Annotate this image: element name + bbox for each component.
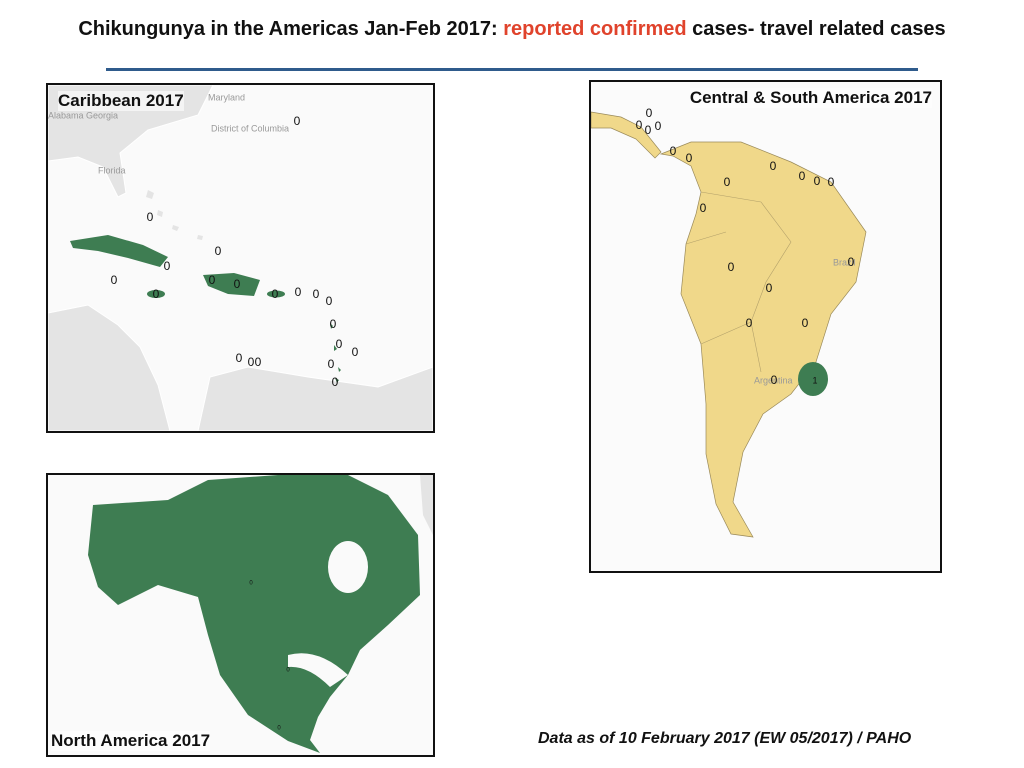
case-count: 0: [802, 316, 809, 330]
place-label: Maryland: [208, 92, 245, 102]
central-america: [591, 111, 662, 159]
case-count: 0: [686, 151, 693, 165]
place-label: Brazil: [833, 257, 856, 267]
place-label: District of Columbia: [211, 123, 289, 133]
title-part: Chikungunya in the Americas Jan-Feb 2017…: [78, 18, 504, 40]
case-count: 0: [326, 294, 333, 308]
title-highlight: reported confirmed: [503, 18, 687, 40]
case-count: 0: [234, 277, 241, 291]
panel-title: Central & South America 2017: [689, 88, 932, 108]
case-count: 0: [332, 375, 339, 389]
case-count: 0: [255, 355, 262, 369]
case-count: 0: [164, 259, 171, 273]
case-count: 0: [636, 118, 643, 132]
island: [330, 323, 341, 383]
case-count: 0: [294, 114, 301, 128]
place-label: Argentina: [754, 375, 793, 385]
puerto-rico: [267, 290, 285, 298]
case-count: 0: [209, 273, 216, 287]
case-count: 0: [249, 581, 253, 587]
case-count: 0: [330, 317, 337, 331]
hudson-bay: [328, 541, 368, 593]
case-count: 0: [646, 106, 653, 120]
land: [48, 85, 214, 198]
case-count: 0: [670, 144, 677, 158]
case-count: 0: [700, 201, 707, 215]
case-count: 0: [771, 373, 778, 387]
case-count: 0: [746, 316, 753, 330]
case-count: 0: [248, 355, 255, 369]
title-rule: [106, 68, 918, 71]
case-count: 0: [770, 159, 777, 173]
map-panel: Brazil Argentina 0 0 0 0 0 0 0 0 0 0 0 0 0 0 0 0 0 0 1 Centr…: [589, 80, 942, 573]
case-count: 0: [848, 255, 855, 269]
case-count: 0: [153, 287, 160, 301]
case-count: 0: [728, 260, 735, 274]
north-america: [88, 475, 420, 753]
case-count: 0: [277, 726, 281, 732]
map: Maryland Alabama Georgia District of Colum…: [48, 85, 433, 431]
case-count: 0: [352, 345, 359, 359]
case-count: 0: [215, 244, 222, 258]
border: [685, 191, 792, 373]
land: [146, 190, 203, 240]
source-note: Data as of 10 February 2017 (EW 05/2017)…: [538, 730, 912, 747]
case-count: 0: [328, 357, 335, 371]
uruguay: [798, 362, 828, 396]
panel-title: North America 2017: [51, 731, 211, 751]
case-count: 0: [111, 273, 118, 287]
land: [48, 304, 171, 431]
case-count: 0: [799, 169, 806, 183]
panel-title: Caribbean 2017: [58, 91, 184, 111]
cuba: [70, 235, 168, 267]
case-count: 0: [295, 285, 302, 299]
case-count: 0: [236, 351, 243, 365]
case-count: 0: [286, 668, 290, 674]
map-panel: 0 0 0 North America 2017: [46, 473, 435, 757]
case-count: 0: [147, 210, 154, 224]
case-count: 0: [655, 119, 662, 133]
hispaniola: [203, 273, 260, 296]
land: [420, 475, 433, 535]
place-label: Alabama Georgia: [48, 110, 118, 120]
case-count: 0: [645, 123, 652, 137]
case-count: 0: [828, 175, 835, 189]
case-count: 0: [336, 337, 343, 351]
south-america: [659, 141, 867, 538]
case-count: 0: [724, 175, 731, 189]
slide-title: Chikungunya in the Americas Jan-Feb 2017…: [0, 16, 1024, 42]
map-panel: Maryland Alabama Georgia District of Colum…: [46, 83, 435, 433]
land: [197, 366, 433, 431]
case-count: 0: [814, 174, 821, 188]
map: 0 0 0: [48, 475, 433, 755]
case-count: 1: [812, 375, 817, 385]
case-count: 0: [766, 281, 773, 295]
place-label: Florida: [98, 165, 126, 175]
jamaica: [147, 290, 165, 298]
case-count: 0: [313, 287, 320, 301]
gulf: [288, 653, 348, 687]
title-part: cases- travel related cases: [686, 18, 946, 40]
case-count: 0: [272, 287, 279, 301]
